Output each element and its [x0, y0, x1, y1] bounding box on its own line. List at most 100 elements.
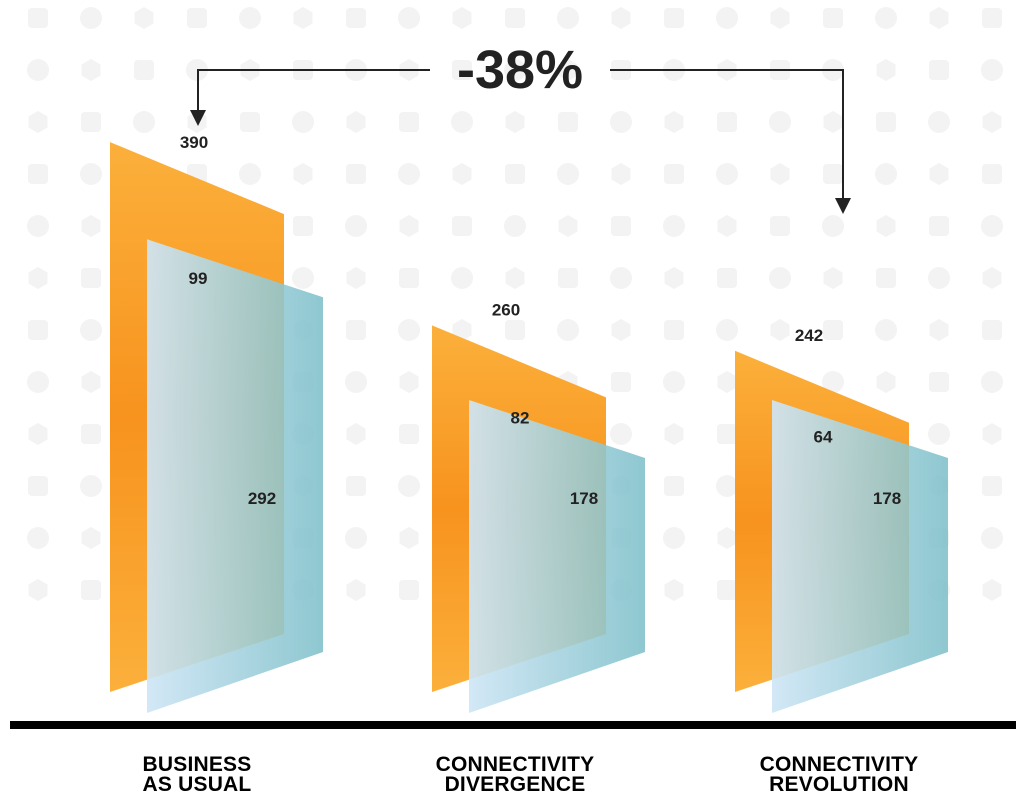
pattern-circle — [133, 111, 155, 133]
pattern-circle — [27, 59, 49, 81]
pattern-circle — [875, 7, 897, 29]
pattern-square — [187, 8, 207, 28]
pattern-square — [611, 216, 631, 236]
pattern-circle — [557, 319, 579, 341]
pattern-square — [717, 112, 737, 132]
pattern-circle — [345, 371, 367, 393]
pattern-circle — [716, 7, 738, 29]
pattern-hexagon — [770, 7, 790, 29]
pattern-square — [770, 216, 790, 236]
pattern-hexagon — [664, 423, 684, 445]
pattern-square — [664, 476, 684, 496]
pattern-circle — [292, 267, 314, 289]
pattern-hexagon — [293, 7, 313, 29]
pattern-circle — [239, 7, 261, 29]
pattern-circle — [398, 319, 420, 341]
bar-segment-bottom — [772, 400, 948, 713]
pattern-circle — [981, 371, 1003, 393]
value-labels: 390 99 292 260 82 178 242 64 178 — [180, 133, 901, 508]
category-label-connectivity-divergence: CONNECTIVITY DIVERGENCE — [385, 754, 645, 795]
pattern-hexagon — [505, 111, 525, 133]
pattern-square — [28, 164, 48, 184]
pattern-circle — [875, 163, 897, 185]
pattern-hexagon — [876, 59, 896, 81]
pattern-hexagon — [505, 267, 525, 289]
pattern-hexagon — [982, 423, 1002, 445]
pattern-hexagon — [929, 163, 949, 185]
pattern-hexagon — [611, 319, 631, 341]
pattern-square — [452, 216, 472, 236]
bar-segment-bottom — [147, 239, 323, 713]
pattern-circle — [27, 527, 49, 549]
pattern-circle — [928, 423, 950, 445]
pattern-circle — [345, 527, 367, 549]
category-label-line: BUSINESS — [142, 753, 252, 776]
pattern-square — [28, 8, 48, 28]
pattern-square — [399, 580, 419, 600]
pattern-square — [982, 320, 1002, 340]
change-annotation: -38% — [190, 40, 851, 214]
pattern-circle — [928, 267, 950, 289]
pattern-square — [28, 320, 48, 340]
pattern-circle — [398, 163, 420, 185]
pattern-square — [399, 268, 419, 288]
pattern-square — [452, 60, 472, 80]
pattern-circle — [80, 7, 102, 29]
pattern-square — [346, 164, 366, 184]
pattern-square — [81, 580, 101, 600]
bars — [10, 142, 1016, 729]
pattern-circle — [981, 59, 1003, 81]
pattern-hexagon — [28, 267, 48, 289]
pattern-hexagon — [717, 371, 737, 393]
pattern-square — [876, 268, 896, 288]
pattern-square — [664, 164, 684, 184]
pattern-square — [717, 268, 737, 288]
category-label-line: AS USUAL — [142, 773, 252, 796]
pattern-circle — [504, 59, 526, 81]
pattern-hexagon — [28, 579, 48, 601]
pattern-hexagon — [134, 7, 154, 29]
change-annotation-label: -38% — [457, 40, 583, 100]
pattern-hexagon — [28, 423, 48, 445]
pattern-square — [929, 372, 949, 392]
total-label-connectivity-revolution: 242 — [795, 326, 823, 345]
pattern-square — [823, 320, 843, 340]
pattern-square — [28, 476, 48, 496]
pattern-hexagon — [81, 215, 101, 237]
pattern-square — [876, 112, 896, 132]
pattern-circle — [663, 215, 685, 237]
pattern-circle — [716, 319, 738, 341]
pattern-hexagon — [876, 371, 896, 393]
pattern-circle — [451, 111, 473, 133]
segment-label-top-connectivity-revolution: 64 — [814, 428, 833, 447]
pattern-square — [982, 476, 1002, 496]
pattern-square — [664, 320, 684, 340]
pattern-hexagon — [346, 111, 366, 133]
pattern-square — [611, 372, 631, 392]
pattern-square — [982, 164, 1002, 184]
pattern-circle — [292, 111, 314, 133]
pattern-square — [81, 424, 101, 444]
pattern-square — [823, 164, 843, 184]
pattern-square — [558, 112, 578, 132]
pattern-circle — [875, 319, 897, 341]
pattern-hexagon — [558, 59, 578, 81]
pattern-hexagon — [452, 7, 472, 29]
pattern-square — [346, 476, 366, 496]
pattern-hexagon — [876, 215, 896, 237]
pattern-square — [717, 580, 737, 600]
pattern-square — [717, 424, 737, 444]
pattern-circle — [451, 267, 473, 289]
pattern-hexagon — [81, 371, 101, 393]
pattern-square — [240, 112, 260, 132]
pattern-square — [81, 112, 101, 132]
pattern-square — [929, 216, 949, 236]
total-label-business-as-usual: 390 — [180, 133, 208, 152]
pattern-square — [293, 216, 313, 236]
pattern-circle — [27, 371, 49, 393]
pattern-hexagon — [399, 215, 419, 237]
pattern-hexagon — [346, 423, 366, 445]
pattern-hexagon — [929, 7, 949, 29]
pattern-circle — [981, 215, 1003, 237]
pattern-hexagon — [346, 267, 366, 289]
